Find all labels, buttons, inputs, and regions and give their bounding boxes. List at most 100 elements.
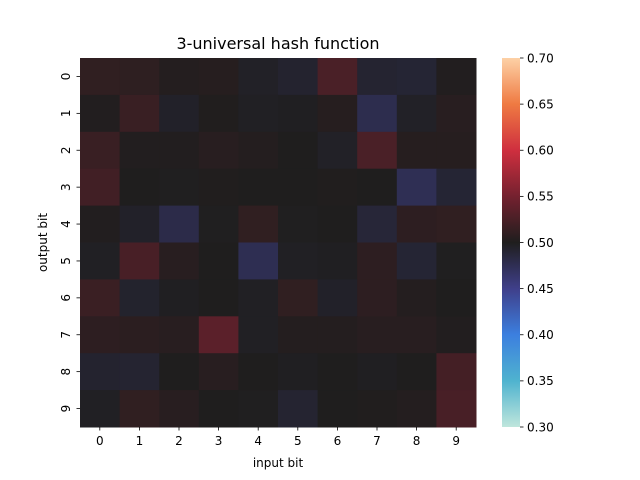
heatmap-cell-r9-c3 [198,390,239,428]
heatmap-cell-r8-c4 [238,353,279,391]
heatmap-cell-r4-c2 [159,205,200,243]
heatmap-cell-r0-c0 [80,58,121,96]
heatmap-cell-r7-c1 [119,316,160,354]
heatmap-cell-r8-c1 [119,353,160,391]
heatmap-cell-r8-c2 [159,353,200,391]
heatmap-cell-r2-c4 [238,131,279,170]
heatmap-cell-r5-c6 [317,242,358,280]
x-tick-label: 9 [452,434,460,448]
heatmap-cell-r6-c7 [357,279,398,317]
heatmap-cell-r9-c0 [80,390,121,428]
heatmap-cell-r6-c3 [198,279,239,317]
heatmap-cell-r2-c0 [80,131,121,170]
x-tick-label: 7 [373,434,381,448]
heatmap-cell-r4-c4 [238,205,279,243]
colorbar-tick-label: 0.70 [527,51,554,65]
heatmap-cell-r5-c0 [80,242,121,280]
x-axis-ticks: 0 1 2 3 4 5 6 7 8 9 [96,427,460,448]
heatmap-cell-r8-c6 [317,353,358,391]
colorbar-tick-label: 0.65 [527,97,554,111]
heatmap-cell-r8-c8 [396,353,437,391]
heatmap-cell-r5-c3 [198,242,239,280]
heatmap-cell-r3-c2 [159,168,200,207]
heatmap-cell-r9-c5 [278,390,319,428]
heatmap-cell-r9-c9 [436,390,477,428]
y-tick-label: 0 [59,73,73,81]
heatmap-cell-r9-c6 [317,390,358,428]
heatmap-cell-r8-c5 [278,353,319,391]
chart-title: 3-universal hash function [176,34,379,53]
heatmap-cell-r6-c2 [159,279,200,317]
heatmap-cell-r0-c6 [317,58,358,96]
heatmap-cell-r7-c0 [80,316,121,354]
heatmap-cell-r9-c4 [238,390,279,428]
heatmap-cell-r1-c8 [396,94,437,133]
heatmap-cell-r0-c3 [198,58,239,96]
heatmap-cell-r5-c9 [436,242,477,280]
x-tick-label: 6 [334,434,342,448]
colorbar-tick-label: 0.55 [527,190,554,204]
x-tick-label: 8 [413,434,421,448]
y-tick-label: 5 [59,257,73,265]
heatmap-cell-r4-c9 [436,205,477,243]
heatmap-cell-r6-c8 [396,279,437,317]
y-tick-label: 9 [59,405,73,413]
heatmap-cell-r1-c0 [80,94,121,133]
heatmap-cell-r2-c6 [317,131,358,170]
heatmap-cell-r5-c2 [159,242,200,280]
heatmap-cell-r8-c3 [198,353,239,391]
heatmap-cell-r0-c1 [119,58,160,96]
heatmap-cell-r6-c9 [436,279,477,317]
colorbar-tick-label: 0.50 [527,236,554,250]
x-axis-label: input bit [253,456,304,470]
heatmap-cell-r2-c8 [396,131,437,170]
x-tick-label: 3 [215,434,223,448]
heatmap-cell-r1-c6 [317,94,358,133]
colorbar-tick-label: 0.45 [527,282,554,296]
heatmap-cell-r2-c3 [198,131,239,170]
heatmap-cell-r2-c1 [119,131,160,170]
heatmap-cell-r7-c7 [357,316,398,354]
heatmap-cell-r0-c8 [396,58,437,96]
heatmap-cell-r1-c9 [436,94,477,133]
heatmap-cell-r2-c2 [159,131,200,170]
x-tick-label: 4 [254,434,262,448]
heatmap-cell-r1-c7 [357,94,398,133]
heatmap-cell-r3-c6 [317,168,358,207]
heatmap-cell-r5-c1 [119,242,160,280]
heatmap-cell-r4-c5 [278,205,319,243]
x-tick-label: 0 [96,434,104,448]
heatmap-cell-r7-c2 [159,316,200,354]
heatmap-cell-r7-c5 [278,316,319,354]
colorbar-ticks: 0.30 0.35 0.40 0.45 0.50 0.55 0.60 0.65 0.70 [520,51,554,434]
heatmap-cell-r8-c0 [80,353,121,391]
heatmap-cell-r4-c8 [396,205,437,243]
y-tick-label: 6 [59,294,73,302]
heatmap-cell-r6-c6 [317,279,358,317]
colorbar: 0.30 0.35 0.40 0.45 0.50 0.55 0.60 0.65 0.70 [502,51,554,434]
heatmap-cell-r7-c6 [317,316,358,354]
y-tick-label: 1 [59,110,73,118]
heatmap-cell-r1-c2 [159,94,200,133]
colorbar-tick-label: 0.35 [527,374,554,388]
colorbar-gradient [502,58,520,427]
heatmap-cell-r4-c6 [317,205,358,243]
heatmap-cell-r4-c7 [357,205,398,243]
y-tick-label: 7 [59,331,73,339]
y-tick-label: 3 [59,183,73,191]
heatmap-cell-r5-c8 [396,242,437,280]
heatmap-cell-r1-c3 [198,94,239,133]
x-tick-label: 2 [175,434,183,448]
heatmap-cell-r2-c5 [278,131,319,170]
heatmap-cell-r9-c7 [357,390,398,428]
heatmap-cell-r4-c3 [198,205,239,243]
y-axis-ticks: 0 1 2 3 4 5 6 7 8 9 [59,73,80,413]
heatmap-cell-r0-c5 [278,58,319,96]
heatmap-cell-r7-c9 [436,316,477,354]
heatmap-cell-r3-c0 [80,168,121,207]
heatmap-cell-r3-c8 [396,168,437,207]
heatmap-cell-r1-c5 [278,94,319,133]
heatmap-cell-r7-c3 [198,316,239,354]
heatmap-cell-r1-c1 [119,94,160,133]
heatmap-cell-r0-c7 [357,58,398,96]
